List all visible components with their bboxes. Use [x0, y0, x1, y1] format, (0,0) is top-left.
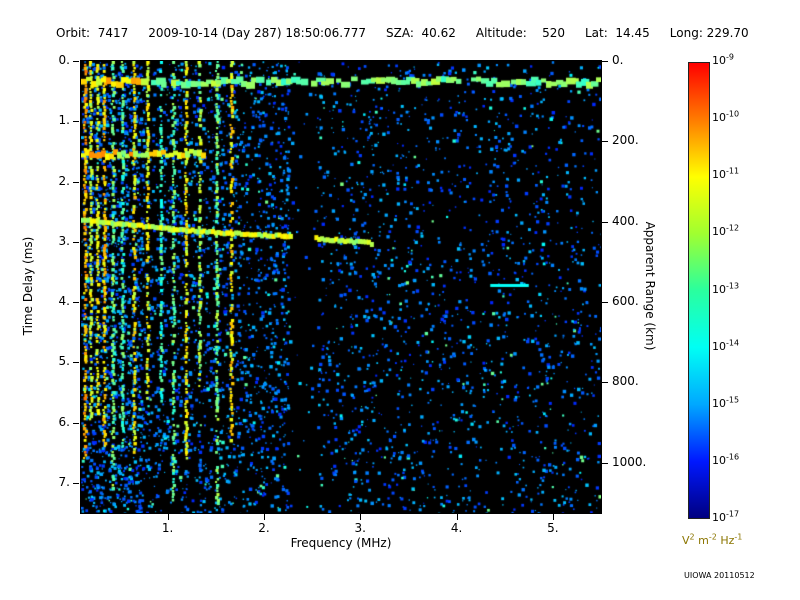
y2-axis-tick-mark [602, 382, 608, 384]
colorbar-tick-label: 10-16 [712, 452, 740, 467]
y-axis-tick-label: 7. [58, 474, 70, 489]
y-axis-tick-label: 5. [58, 354, 70, 369]
colorbar-tick-label: 10-12 [712, 223, 740, 239]
colorbar-tick-label: 10-9 [712, 52, 734, 67]
header-field: SZA: 40.62 [386, 26, 456, 40]
y2-axis-tick-label: 1000. [612, 454, 647, 469]
header-field: Altitude: 520 [475, 26, 565, 40]
y2-axis-tick-label: 800. [612, 374, 639, 389]
header-field: Lat: 14.45 [585, 26, 650, 40]
y-axis-tick-mark [73, 362, 79, 364]
y-axis-tick-label: 6. [58, 414, 70, 429]
y-axis-tick-mark [73, 121, 79, 123]
y2-axis-tick-mark [602, 302, 608, 304]
x-axis-tick-label: 1. [161, 521, 174, 535]
header-field: Orbit: 7417 [56, 26, 129, 40]
y-axis-tick-label: 2. [58, 173, 70, 188]
y-axis-tick-label: 4. [58, 294, 70, 309]
header-info: Orbit: 7417 2009-10-14 (Day 287) 18:50:06… [56, 26, 786, 40]
y-axis-tick-mark [73, 61, 79, 62]
x-axis-tick-label: 4. [450, 521, 463, 535]
credit-label: UIOWA 20110512 [684, 571, 755, 580]
x-axis-tick-mark [263, 514, 265, 520]
y2-axis-tick-label: 200. [612, 133, 639, 148]
spectrogram-canvas [80, 60, 602, 514]
colorbar [688, 62, 710, 519]
colorbar-tick-label: 10-10 [712, 109, 740, 125]
y2-axis-tick-mark [602, 141, 608, 143]
x-axis-label: Frequency (MHz) [290, 536, 392, 550]
x-axis-tick-mark [167, 514, 169, 520]
y2-axis-tick-label: 600. [612, 294, 639, 309]
y-axis-tick-mark [73, 482, 79, 484]
colorbar-tick-label: 10-13 [712, 280, 740, 296]
colorbar-tick-label: 10-14 [712, 337, 740, 353]
colorbar-tick-label: 10-17 [712, 509, 740, 524]
y2-axis-tick-label: 400. [612, 213, 639, 228]
y-axis-tick-label: 1. [58, 113, 70, 128]
x-axis-tick-label: 2. [258, 521, 270, 535]
colorbar-tick-label: 10-15 [712, 395, 740, 410]
x-axis-tick-label: 5. [547, 521, 559, 535]
y-axis-tick-mark [73, 241, 79, 243]
y2-axis-tick-label: 0. [612, 53, 624, 67]
y-axis-tick-mark [73, 181, 79, 183]
y-axis-label-left: Time Delay (ms) [21, 236, 35, 336]
x-axis-tick-label: 3. [354, 521, 366, 535]
y-axis-tick-mark [73, 422, 79, 424]
y2-axis-tick-mark [602, 61, 608, 62]
x-axis-tick-mark [456, 514, 458, 520]
y-axis-tick-mark [73, 302, 79, 304]
header-field: Long: 229.70 [669, 26, 749, 40]
colorbar-unit-label: V2 m-2 Hz-1 [682, 532, 743, 547]
y2-axis-tick-mark [602, 462, 608, 464]
colorbar-tick-label: 10-11 [712, 166, 740, 182]
header-field: 2009-10-14 (Day 287) 18:50:06.777 [148, 26, 367, 40]
x-axis-tick-mark [552, 514, 554, 520]
y2-axis-tick-mark [602, 221, 608, 223]
x-axis-tick-mark [360, 514, 362, 520]
y-axis-tick-label: 3. [58, 233, 70, 248]
y-axis-tick-label: 0. [58, 53, 70, 67]
